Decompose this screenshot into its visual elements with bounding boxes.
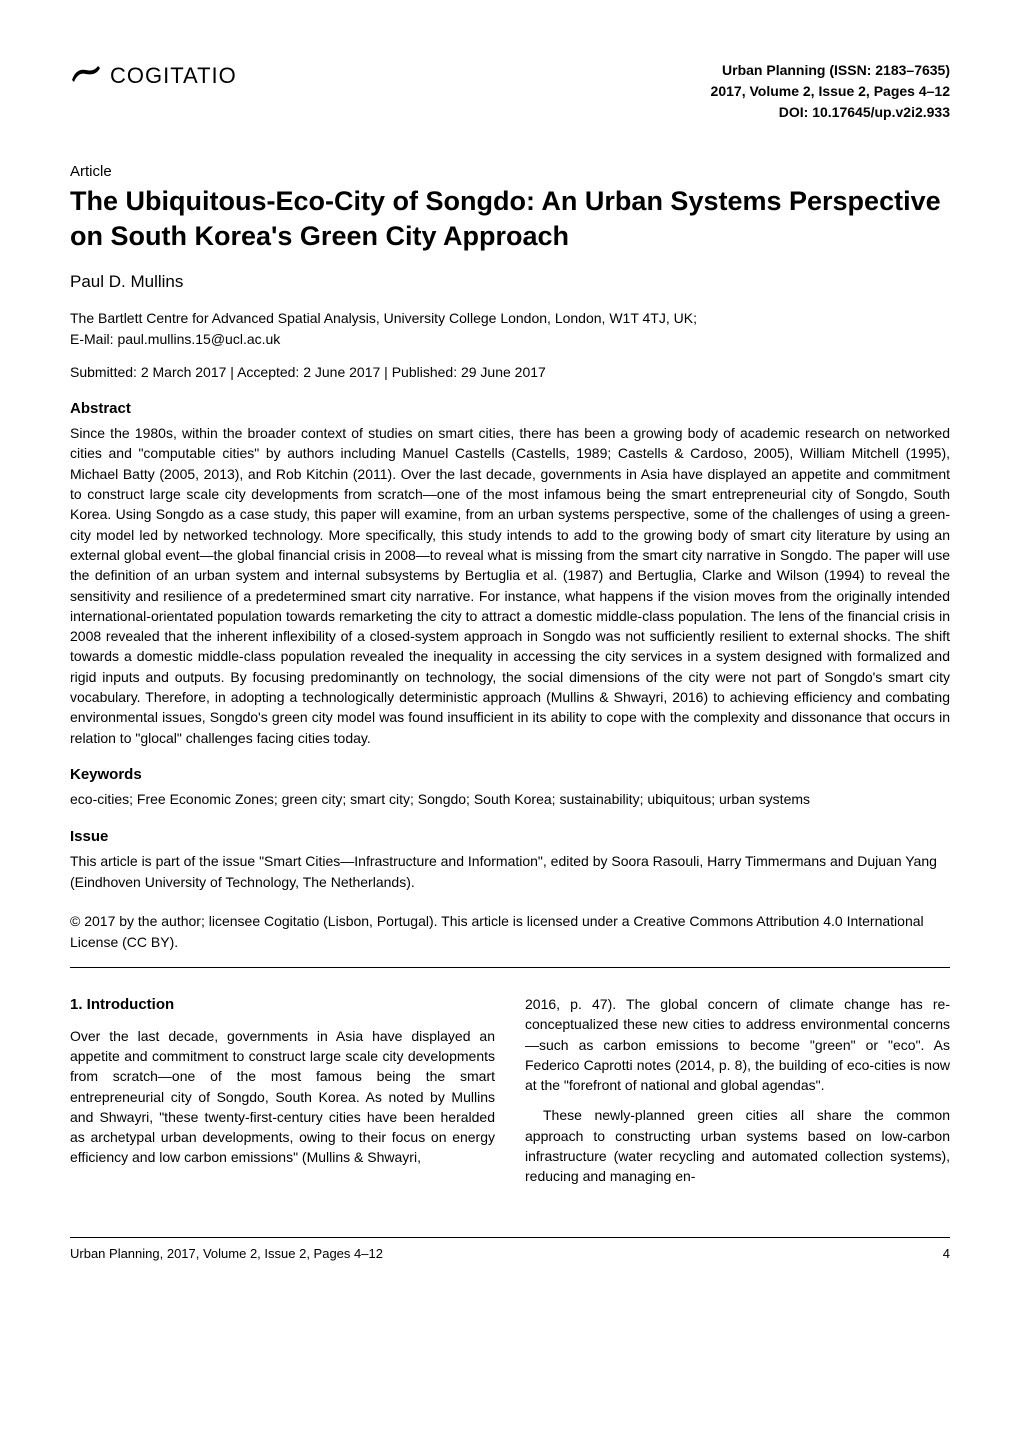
journal-volume: 2017, Volume 2, Issue 2, Pages 4–12 (711, 81, 950, 102)
left-column: 1. Introduction Over the last decade, go… (70, 994, 495, 1187)
intro-paragraph-3: These newly-planned green cities all sha… (525, 1105, 950, 1186)
keywords-body: eco-cities; Free Economic Zones; green c… (70, 789, 950, 810)
abstract-heading: Abstract (70, 400, 950, 417)
logo-icon (70, 60, 102, 91)
abstract-body: Since the 1980s, within the broader cont… (70, 423, 950, 748)
right-column: 2016, p. 47). The global concern of clim… (525, 994, 950, 1187)
footer-citation: Urban Planning, 2017, Volume 2, Issue 2,… (70, 1246, 383, 1261)
keywords-heading: Keywords (70, 766, 950, 783)
section-divider (70, 967, 950, 968)
intro-heading: 1. Introduction (70, 994, 495, 1016)
journal-issn: Urban Planning (ISSN: 2183–7635) (711, 60, 950, 81)
journal-info: Urban Planning (ISSN: 2183–7635) 2017, V… (711, 60, 950, 123)
intro-paragraph-1: Over the last decade, governments in Asi… (70, 1026, 495, 1168)
submission-dates: Submitted: 2 March 2017 | Accepted: 2 Ju… (70, 364, 950, 380)
page-header: COGITATIO Urban Planning (ISSN: 2183–763… (70, 60, 950, 123)
logo-text: COGITATIO (110, 63, 237, 89)
journal-doi: DOI: 10.17645/up.v2i2.933 (711, 102, 950, 123)
issue-body: This article is part of the issue "Smart… (70, 851, 950, 893)
affiliation-line: The Bartlett Centre for Advanced Spatial… (70, 308, 950, 329)
affiliation-email: E-Mail: paul.mullins.15@ucl.ac.uk (70, 329, 950, 350)
publisher-logo: COGITATIO (70, 60, 237, 91)
footer-page-number: 4 (943, 1246, 950, 1261)
license-text: © 2017 by the author; licensee Cogitatio… (70, 911, 950, 953)
body-columns: 1. Introduction Over the last decade, go… (70, 994, 950, 1187)
article-type: Article (70, 163, 950, 180)
issue-heading: Issue (70, 828, 950, 845)
article-title: The Ubiquitous-Eco-City of Songdo: An Ur… (70, 184, 950, 254)
author-name: Paul D. Mullins (70, 272, 950, 292)
page-footer: Urban Planning, 2017, Volume 2, Issue 2,… (70, 1237, 950, 1261)
intro-paragraph-2: 2016, p. 47). The global concern of clim… (525, 994, 950, 1095)
author-affiliation: The Bartlett Centre for Advanced Spatial… (70, 308, 950, 350)
